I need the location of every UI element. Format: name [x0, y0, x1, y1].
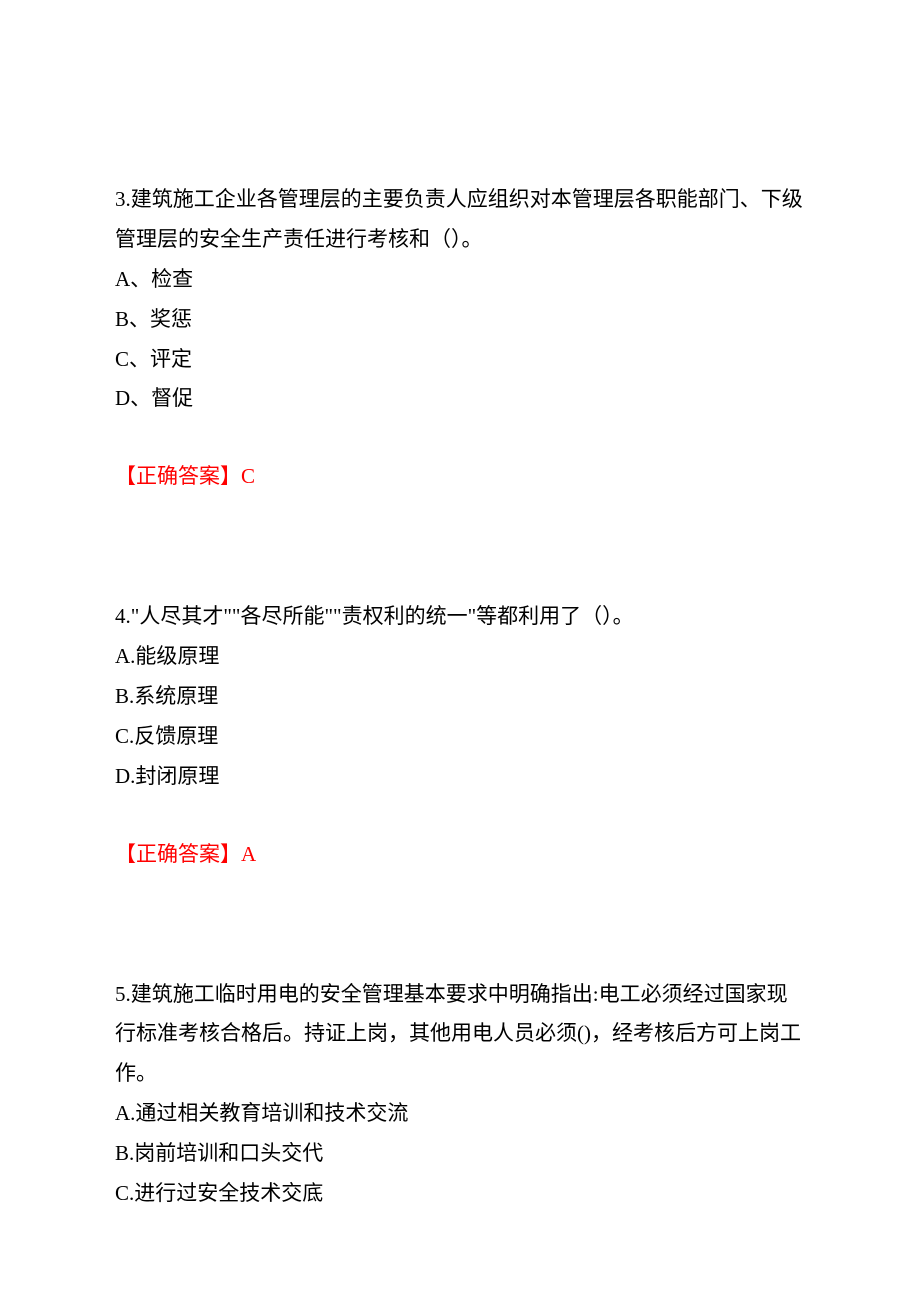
question-text: 5.建筑施工临时用电的安全管理基本要求中明确指出:电工必须经过国家现行标准考核合… — [115, 975, 805, 1095]
question-3: 3.建筑施工企业各管理层的主要负责人应组织对本管理层各职能部门、下级管理层的安全… — [115, 180, 805, 497]
option-b: B、奖惩 — [115, 300, 805, 340]
question-number: 4. — [115, 604, 131, 628]
option-b: B.系统原理 — [115, 677, 805, 717]
answer-value: A — [241, 842, 256, 866]
question-text: 4."人尽其才""各尽所能""责权利的统一"等都利用了（）。 — [115, 597, 805, 637]
question-body: 建筑施工临时用电的安全管理基本要求中明确指出:电工必须经过国家现行标准考核合格后… — [115, 982, 801, 1086]
question-number: 3. — [115, 187, 131, 211]
answer-block: 【正确答案】A — [115, 835, 805, 875]
question-number: 5. — [115, 982, 131, 1006]
option-b: B.岗前培训和口头交代 — [115, 1134, 805, 1174]
question-text: 3.建筑施工企业各管理层的主要负责人应组织对本管理层各职能部门、下级管理层的安全… — [115, 180, 805, 260]
question-5: 5.建筑施工临时用电的安全管理基本要求中明确指出:电工必须经过国家现行标准考核合… — [115, 975, 805, 1214]
answer-value: C — [241, 464, 255, 488]
answer-label: 【正确答案】 — [115, 842, 241, 866]
option-a: A.通过相关教育培训和技术交流 — [115, 1094, 805, 1134]
option-d: D.封闭原理 — [115, 757, 805, 797]
option-a: A.能级原理 — [115, 637, 805, 677]
answer-label: 【正确答案】 — [115, 464, 241, 488]
question-body: 建筑施工企业各管理层的主要负责人应组织对本管理层各职能部门、下级管理层的安全生产… — [115, 187, 803, 251]
option-d: D、督促 — [115, 379, 805, 419]
option-a: A、检查 — [115, 260, 805, 300]
option-c: C.进行过安全技术交底 — [115, 1174, 805, 1214]
answer-block: 【正确答案】C — [115, 457, 805, 497]
option-c: C、评定 — [115, 340, 805, 380]
question-4: 4."人尽其才""各尽所能""责权利的统一"等都利用了（）。 A.能级原理 B.… — [115, 597, 805, 874]
question-body: "人尽其才""各尽所能""责权利的统一"等都利用了（）。 — [131, 604, 634, 628]
option-c: C.反馈原理 — [115, 717, 805, 757]
